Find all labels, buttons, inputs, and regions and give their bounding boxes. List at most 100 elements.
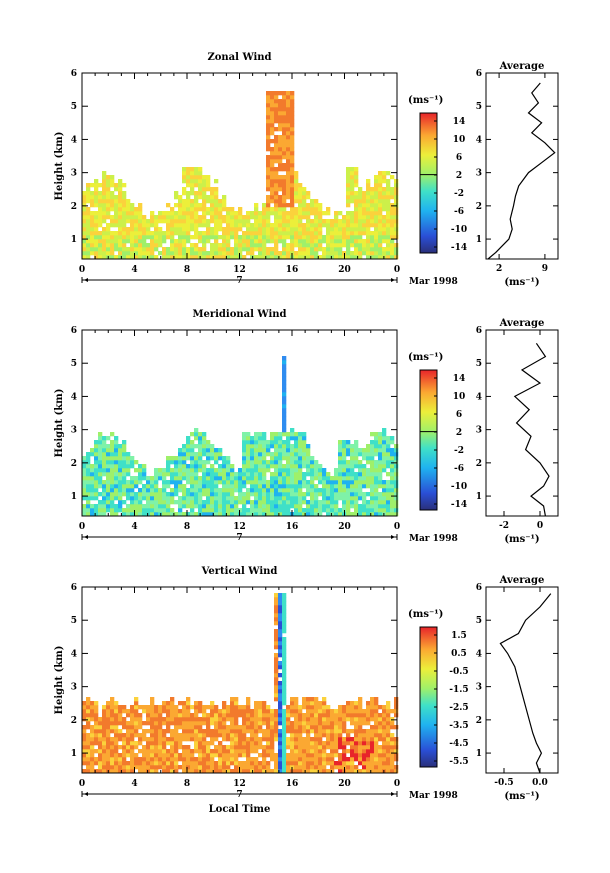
heatmap-cell <box>382 452 387 457</box>
heatmap-cell <box>278 199 283 204</box>
heatmap-cell <box>314 765 319 770</box>
heatmap-cell <box>338 255 343 260</box>
colorbar-tick-label: -14 <box>451 243 467 253</box>
heatmap-cell <box>282 424 287 429</box>
heatmap-cell <box>186 251 191 256</box>
heatmap-cell <box>222 456 227 461</box>
heatmap-field <box>82 356 399 517</box>
heatmap-cell <box>110 500 115 505</box>
heatmap-cell <box>314 749 319 754</box>
heatmap-cell <box>310 219 315 224</box>
heatmap-cell <box>270 733 275 738</box>
heatmap-cell <box>202 243 207 248</box>
heatmap-cell <box>358 203 363 208</box>
heatmap-cell <box>274 452 279 457</box>
heatmap-cell <box>218 199 223 204</box>
average-y-tick-label: 1 <box>476 235 482 245</box>
heatmap-cell <box>146 745 151 750</box>
heatmap-cell <box>150 512 155 517</box>
heatmap-cell <box>162 757 167 762</box>
heatmap-cell <box>274 492 279 497</box>
heatmap-cell <box>250 717 255 722</box>
heatmap-cell <box>162 480 167 485</box>
heatmap-cell <box>390 745 395 750</box>
heatmap-cell <box>218 721 223 726</box>
heatmap-cell <box>102 480 107 485</box>
x-tick-label: 20 <box>338 779 351 789</box>
heatmap-cell <box>210 235 215 240</box>
heatmap-cell <box>342 496 347 501</box>
heatmap-cell <box>242 753 247 758</box>
heatmap-cell <box>386 733 391 738</box>
heatmap-cell <box>298 211 303 216</box>
heatmap-cell <box>206 713 211 718</box>
heatmap-cell <box>170 765 175 770</box>
heatmap-cell <box>82 733 87 738</box>
heatmap-cell <box>302 195 307 200</box>
heatmap-cell <box>350 761 355 766</box>
average-y-tick-label: 4 <box>476 392 482 402</box>
heatmap-cell <box>234 247 239 252</box>
heatmap-cell <box>314 504 319 509</box>
heatmap-cell <box>286 247 291 252</box>
heatmap-cell <box>270 741 275 746</box>
heatmap-cell <box>298 195 303 200</box>
heatmap-cell <box>374 179 379 184</box>
heatmap-cell <box>366 460 371 465</box>
heatmap-cell <box>362 203 367 208</box>
heatmap-cell <box>386 171 391 176</box>
heatmap-cell <box>134 476 139 481</box>
heatmap-cell <box>242 713 247 718</box>
heatmap-cell <box>122 231 127 236</box>
heatmap-cell <box>222 725 227 730</box>
heatmap-cell <box>274 693 279 698</box>
heatmap-cell <box>306 741 311 746</box>
heatmap-cell <box>282 167 287 172</box>
heatmap-cell <box>170 753 175 758</box>
heatmap-cell <box>278 645 283 650</box>
heatmap-cell <box>182 231 187 236</box>
heatmap-cell <box>82 488 87 493</box>
heatmap-cell <box>262 508 267 513</box>
heatmap-cell <box>298 729 303 734</box>
heatmap-cell <box>210 512 215 517</box>
heatmap-cell <box>194 444 199 449</box>
heatmap-cell <box>370 203 375 208</box>
heatmap-cell <box>90 713 95 718</box>
heatmap-cell <box>130 753 135 758</box>
heatmap-cell <box>130 496 135 501</box>
heatmap-cell <box>106 195 111 200</box>
heatmap-cell <box>270 713 275 718</box>
heatmap-cell <box>138 207 143 212</box>
heatmap-cell <box>118 705 123 710</box>
heatmap-cell <box>86 223 91 228</box>
heatmap-cell <box>258 512 263 517</box>
heatmap-cell <box>386 488 391 493</box>
heatmap-cell <box>258 480 263 485</box>
heatmap-cell <box>278 705 283 710</box>
heatmap-cell <box>138 705 143 710</box>
heatmap-cell <box>122 717 127 722</box>
heatmap-cell <box>134 219 139 224</box>
heatmap-cell <box>166 717 171 722</box>
heatmap-cell <box>110 512 115 517</box>
heatmap-cell <box>282 669 287 674</box>
heatmap-cell <box>202 223 207 228</box>
heatmap-cell <box>234 215 239 220</box>
heatmap-cell <box>302 769 307 774</box>
heatmap-cell <box>378 733 383 738</box>
heatmap-cell <box>358 480 363 485</box>
heatmap-cell <box>234 757 239 762</box>
heatmap-cell <box>358 464 363 469</box>
heatmap-cell <box>154 235 159 240</box>
heatmap-cell <box>82 255 87 260</box>
heatmap-cell <box>370 211 375 216</box>
heatmap-cell <box>162 468 167 473</box>
heatmap-cell <box>278 496 283 501</box>
heatmap-cell <box>358 207 363 212</box>
heatmap-cell <box>274 103 279 108</box>
heatmap-cell <box>366 504 371 509</box>
heatmap-cell <box>270 444 275 449</box>
heatmap-cell <box>270 111 275 116</box>
heatmap-cell <box>354 464 359 469</box>
